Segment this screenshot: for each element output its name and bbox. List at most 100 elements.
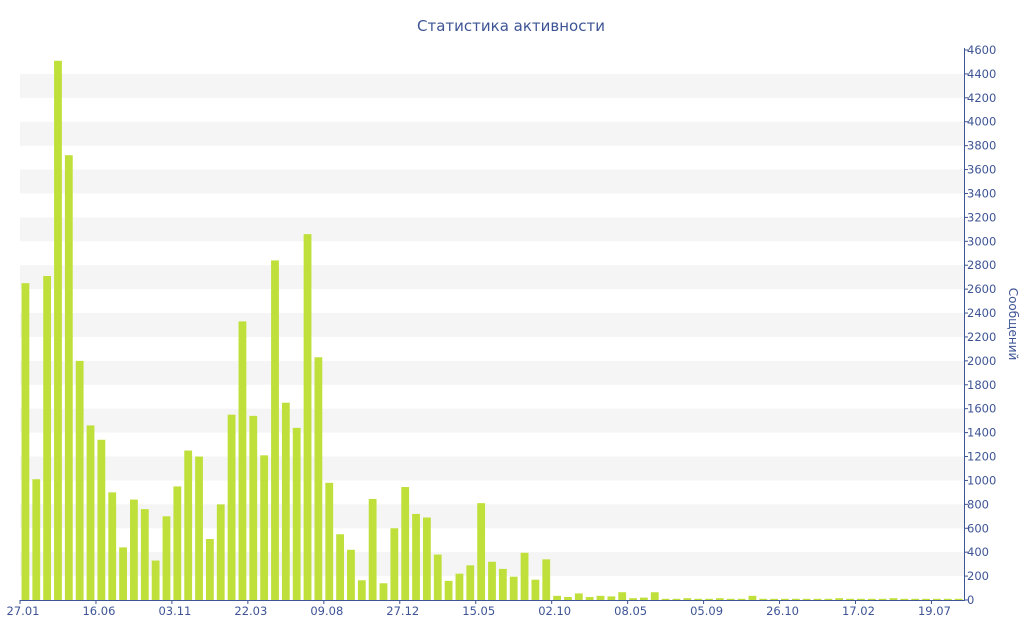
bar xyxy=(857,598,865,600)
y-tick-label: 800 xyxy=(967,497,989,511)
x-tick-label: 15.05 xyxy=(462,604,495,618)
grid-bands xyxy=(20,73,964,577)
bar xyxy=(444,580,453,600)
bar xyxy=(97,439,106,600)
bar xyxy=(162,516,171,600)
y-tick-label: 3800 xyxy=(967,139,996,153)
bar xyxy=(520,552,529,600)
bar xyxy=(715,598,724,600)
bar xyxy=(119,547,127,600)
bar xyxy=(184,450,193,600)
bar xyxy=(477,503,486,600)
bar xyxy=(466,565,475,600)
y-axis-label: Сообщений xyxy=(1006,288,1020,361)
bar xyxy=(889,598,898,600)
x-tick-label: 02.10 xyxy=(538,604,571,618)
bar xyxy=(216,504,225,600)
bar xyxy=(151,560,160,600)
bar xyxy=(54,60,62,600)
bar xyxy=(260,455,269,600)
y-tick-label: 3400 xyxy=(967,186,996,200)
bar xyxy=(43,275,52,600)
y-tick-label: 0 xyxy=(967,593,974,607)
bar xyxy=(347,549,355,600)
bar xyxy=(108,492,117,600)
bar xyxy=(932,598,941,600)
bar xyxy=(672,598,681,600)
bar xyxy=(368,498,377,600)
bar xyxy=(140,509,149,600)
bar xyxy=(195,456,203,600)
grid-band xyxy=(20,169,964,194)
y-tick-label: 2800 xyxy=(967,258,996,272)
y-tick-label: 2400 xyxy=(967,306,996,320)
y-tick-label: 2000 xyxy=(967,354,996,368)
bar xyxy=(553,595,562,600)
bar xyxy=(292,427,301,600)
y-tick-label: 2200 xyxy=(967,330,996,344)
x-tick-label: 03.11 xyxy=(158,604,191,618)
x-axis-ticks: 27.01 16.06 03.11 22.03 09.08 27.12 15.05 02.10… xyxy=(7,600,951,618)
x-tick-label: 26.10 xyxy=(766,604,799,618)
bar xyxy=(835,598,844,600)
bar xyxy=(401,487,410,600)
bar xyxy=(629,598,637,600)
bar xyxy=(32,479,41,600)
chart-title: Статистика активности xyxy=(417,17,605,35)
bar xyxy=(173,486,182,600)
bar xyxy=(726,598,735,600)
bar xyxy=(564,597,572,600)
y-tick-label: 4600 xyxy=(967,43,996,57)
bar xyxy=(683,598,692,600)
x-tick-label: 27.01 xyxy=(7,604,40,618)
bar xyxy=(542,559,551,600)
y-tick-label: 1600 xyxy=(967,402,996,416)
bar xyxy=(75,360,84,600)
grid-band xyxy=(20,408,964,433)
bar xyxy=(846,598,854,600)
bar xyxy=(379,583,388,600)
bar xyxy=(227,414,236,600)
x-tick-label: 09.08 xyxy=(310,604,343,618)
x-tick-label: 16.06 xyxy=(82,604,115,618)
x-tick-label: 19.07 xyxy=(918,604,951,618)
bar xyxy=(781,598,789,600)
bar xyxy=(205,539,214,600)
y-tick-label: 4000 xyxy=(967,115,996,129)
bar xyxy=(86,425,95,600)
bar xyxy=(498,568,507,600)
bar xyxy=(900,598,909,600)
grid-band xyxy=(20,73,964,98)
y-axis-ticks: 0 200 400 600 800 1000 1200 1400 1600 1800 2000 220… xyxy=(964,43,996,607)
bar xyxy=(596,595,605,600)
bar xyxy=(303,234,312,600)
grid-band xyxy=(20,360,964,385)
y-tick-label: 2600 xyxy=(967,282,996,296)
bar xyxy=(813,598,822,600)
bar xyxy=(607,596,616,600)
x-tick-label: 17.02 xyxy=(842,604,875,618)
y-tick-label: 1800 xyxy=(967,378,996,392)
bar xyxy=(574,593,583,600)
x-tick-label: 08.05 xyxy=(614,604,647,618)
y-tick-label: 4400 xyxy=(967,67,996,81)
y-tick-label: 400 xyxy=(967,545,989,559)
bar xyxy=(455,573,464,600)
bar xyxy=(21,283,30,600)
x-tick-label: 22.03 xyxy=(234,604,267,618)
grid-band xyxy=(20,121,964,146)
bar xyxy=(488,561,496,600)
bar xyxy=(412,513,420,600)
bar xyxy=(824,598,833,600)
x-tick-label: 27.12 xyxy=(386,604,419,618)
y-tick-label: 1200 xyxy=(967,450,996,464)
bar xyxy=(922,598,930,600)
grid-band xyxy=(20,313,964,337)
grid-band xyxy=(20,456,964,481)
grid-band xyxy=(20,504,964,529)
bar xyxy=(878,598,887,600)
bar xyxy=(422,517,431,600)
bar xyxy=(130,499,138,600)
bar xyxy=(748,595,757,600)
